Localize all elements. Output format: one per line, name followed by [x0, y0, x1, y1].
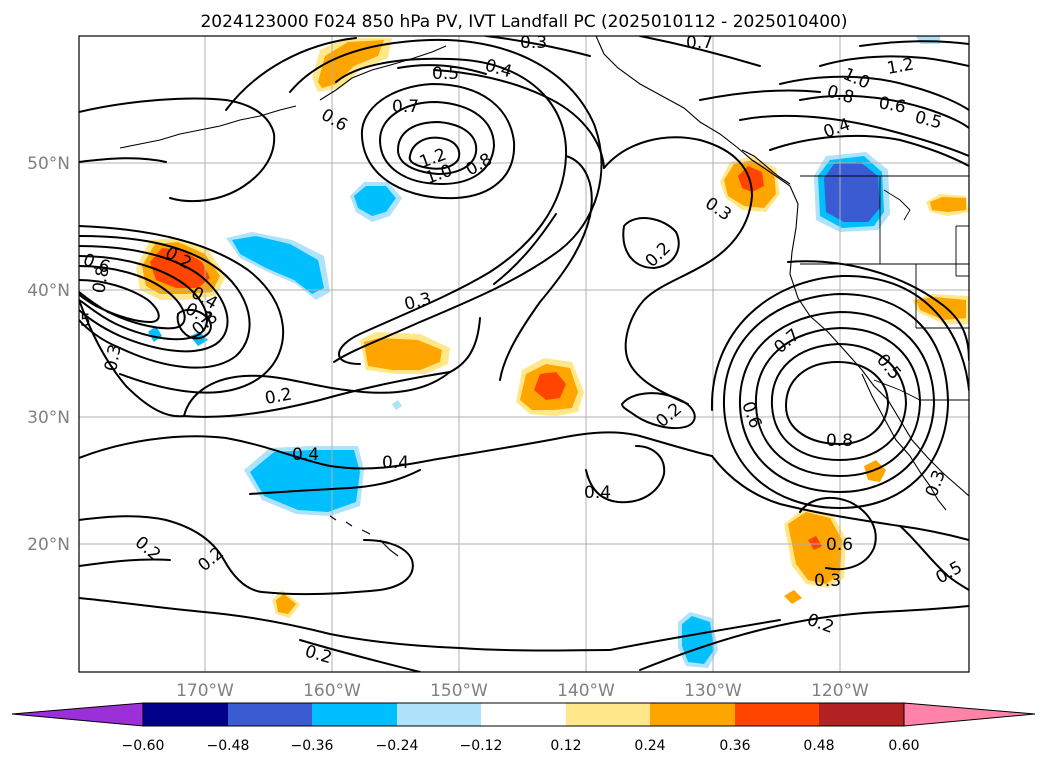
lon-label: 140°W	[557, 681, 615, 701]
lon-label: 170°W	[176, 681, 234, 701]
colorbar-segment	[312, 703, 397, 726]
colorbar-tick: 0.12	[550, 738, 581, 754]
colorbar-segment	[143, 703, 228, 726]
contour-label: 0.4	[584, 483, 611, 503]
contour-label: 0.4	[382, 453, 409, 473]
contour-label: 0.3	[520, 33, 547, 53]
lon-label: 120°W	[811, 681, 869, 701]
anomaly-positive	[864, 460, 886, 482]
lat-label: 20°N	[27, 535, 70, 555]
baja-coast	[861, 373, 947, 511]
anomaly-positive	[364, 338, 442, 370]
contour-label: 0.3	[814, 571, 841, 591]
lon-label: 160°W	[303, 681, 361, 701]
colorbar-segment	[228, 703, 312, 726]
lat-label: 30°N	[27, 408, 70, 428]
colorbar-tick: −0.48	[207, 738, 250, 754]
anomaly-negative	[824, 162, 880, 222]
anomaly-positive	[738, 166, 764, 192]
anomaly-positive	[276, 594, 296, 614]
lon-label: 150°W	[430, 681, 488, 701]
anomaly-negative	[392, 400, 402, 410]
anomaly-negative	[232, 236, 324, 294]
colorbar-tick: −0.36	[291, 738, 334, 754]
contour-label: 0.8	[89, 265, 113, 295]
anomaly-negative	[916, 36, 940, 44]
contour-label: 0.5	[432, 64, 459, 84]
contour-label: 0.7	[392, 97, 419, 117]
gridlines	[79, 36, 969, 672]
colorbar-tick: 0.48	[803, 738, 834, 754]
colorbar-tick: −0.60	[122, 738, 165, 754]
shaded-anomalies	[136, 36, 969, 668]
colorbar-segment	[481, 703, 566, 726]
coastlines	[119, 36, 969, 557]
lon-label: 130°W	[684, 681, 742, 701]
colorbar-tick: 0.36	[719, 738, 750, 754]
contour-label: 0.2	[263, 385, 293, 409]
lat-label: 40°N	[27, 281, 70, 301]
map-title: 2024123000 F024 850 hPa PV, IVT Landfall…	[200, 12, 847, 32]
colorbar-extend-high	[903, 702, 1036, 727]
lat-labels: 50°N 40°N 30°N 20°N	[27, 154, 70, 555]
lat-label: 50°N	[27, 154, 70, 174]
alaska-peninsula	[319, 45, 447, 101]
colorbar-extend-low	[11, 702, 144, 727]
contour-label: 0.7	[686, 33, 713, 53]
contour-label: 0.6	[877, 93, 907, 117]
aleutian-islands	[119, 105, 297, 149]
pv-contours	[79, 36, 969, 672]
contour-label: 0.4	[292, 445, 319, 465]
contour-label: 5	[80, 311, 91, 331]
anomaly-positive	[808, 536, 822, 550]
contour-label: 0.8	[826, 431, 853, 451]
plot-border	[78, 35, 970, 673]
colorbar-segment	[819, 703, 904, 726]
colorbar-segment	[566, 703, 650, 726]
anomaly-positive	[534, 372, 566, 400]
colorbar-segment	[735, 703, 819, 726]
plot-area: 0.3 0.7 0.5 0.4 0.7 0.6 1.2 1.0 0.8 1.0 …	[79, 33, 969, 672]
colorbar-tick: 0.60	[888, 738, 919, 754]
colorbar-segment	[650, 703, 735, 726]
contour-label: 1.2	[885, 55, 915, 79]
hawaiian-islands	[329, 515, 399, 557]
contour-label: 0.6	[826, 535, 853, 555]
anomaly-positive	[784, 590, 802, 604]
colorbar-tick: −0.12	[460, 738, 503, 754]
colorbar-tick: 0.24	[634, 738, 665, 754]
anomaly-positive	[930, 197, 966, 212]
anomaly-negative	[354, 186, 396, 216]
anomaly-positive	[318, 40, 384, 88]
vancouver-island	[741, 149, 791, 185]
lon-labels: 170°W 160°W 150°W 140°W 130°W 120°W	[176, 681, 869, 701]
colorbar-tick: −0.24	[376, 738, 419, 754]
contour-label: 0.3	[101, 343, 125, 373]
colorbar-segment	[397, 703, 481, 726]
north-american-coast	[595, 36, 969, 497]
colorbar: −0.60 −0.48 −0.36 −0.24 −0.12 0.12 0.24 …	[11, 702, 1036, 754]
